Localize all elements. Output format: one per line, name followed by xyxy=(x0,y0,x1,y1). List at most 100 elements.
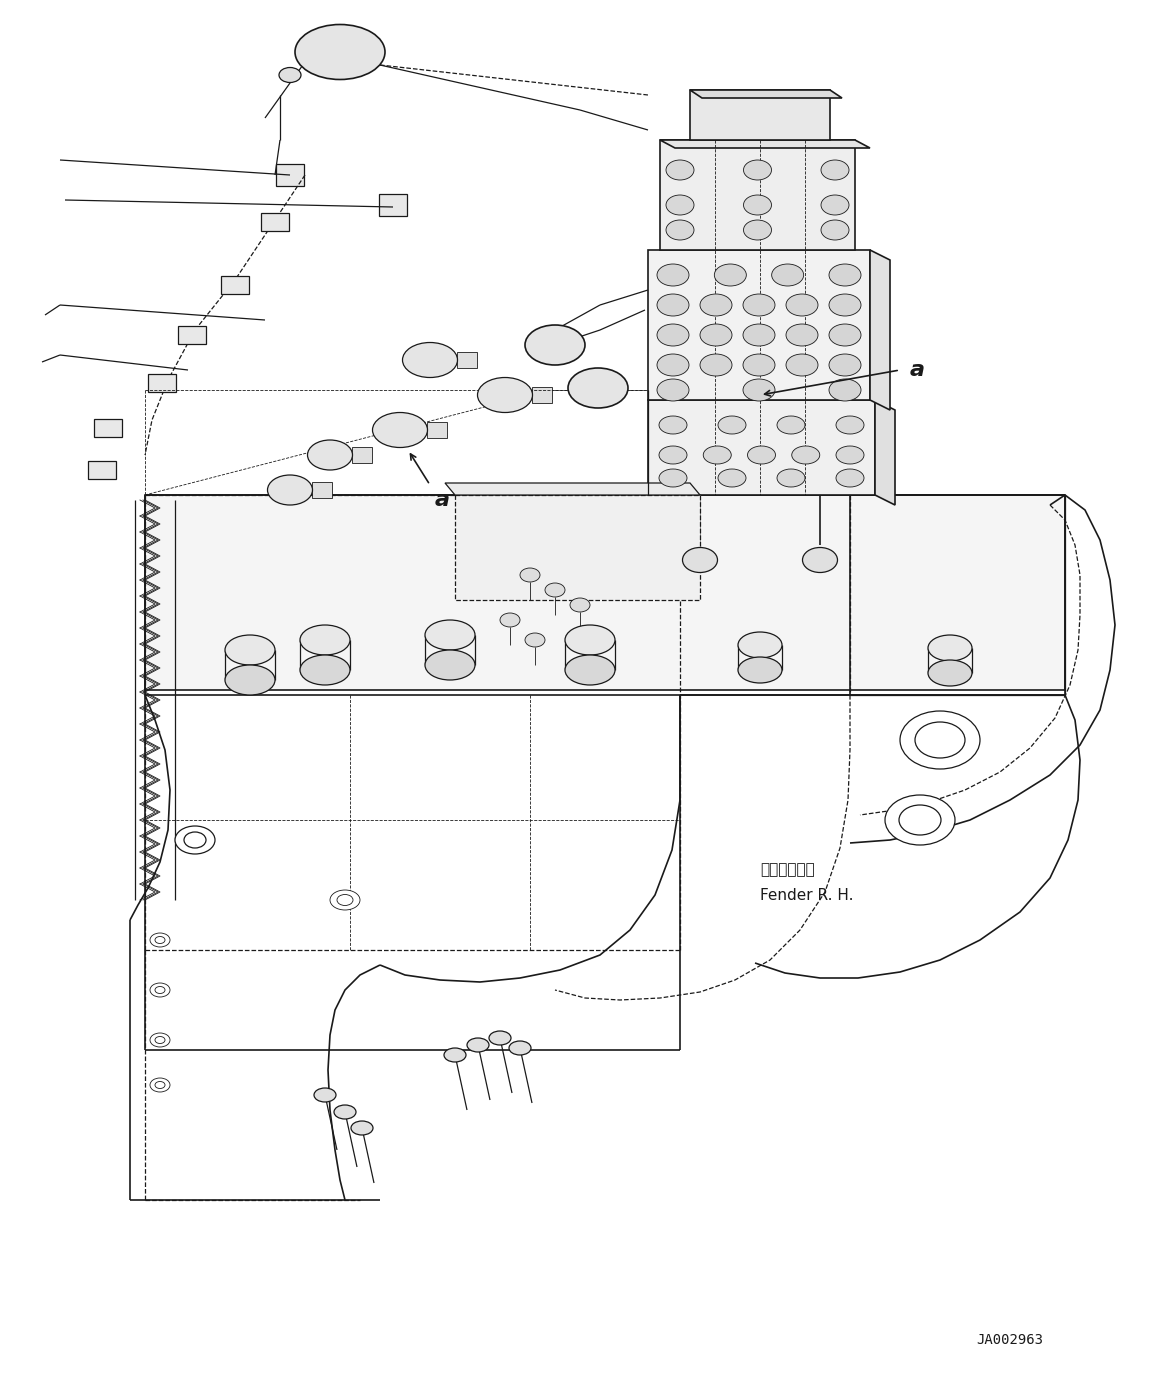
Ellipse shape xyxy=(155,1081,165,1088)
Bar xyxy=(457,353,477,368)
Ellipse shape xyxy=(666,196,694,215)
Ellipse shape xyxy=(279,67,301,83)
Polygon shape xyxy=(455,494,700,600)
Ellipse shape xyxy=(786,295,818,315)
Ellipse shape xyxy=(184,832,206,848)
Text: a: a xyxy=(909,359,925,380)
Text: a: a xyxy=(435,490,450,509)
Ellipse shape xyxy=(700,295,732,315)
Polygon shape xyxy=(870,251,890,410)
Ellipse shape xyxy=(821,220,849,240)
Text: Fender R. H.: Fender R. H. xyxy=(759,888,854,902)
Ellipse shape xyxy=(150,934,170,947)
Ellipse shape xyxy=(743,220,771,240)
Ellipse shape xyxy=(792,446,820,464)
Ellipse shape xyxy=(267,475,313,505)
Ellipse shape xyxy=(786,354,818,376)
Bar xyxy=(531,387,552,403)
Ellipse shape xyxy=(525,633,545,647)
Ellipse shape xyxy=(821,196,849,215)
Ellipse shape xyxy=(743,379,775,401)
Bar xyxy=(352,448,372,463)
Bar xyxy=(427,421,447,438)
Ellipse shape xyxy=(739,632,782,658)
Ellipse shape xyxy=(155,986,165,993)
Ellipse shape xyxy=(743,354,775,376)
Ellipse shape xyxy=(424,620,475,650)
Ellipse shape xyxy=(700,324,732,346)
Ellipse shape xyxy=(836,446,864,464)
Ellipse shape xyxy=(570,598,590,611)
Ellipse shape xyxy=(174,826,215,854)
Ellipse shape xyxy=(372,413,428,448)
Ellipse shape xyxy=(565,625,615,655)
Bar xyxy=(221,275,249,295)
Ellipse shape xyxy=(150,1033,170,1047)
Ellipse shape xyxy=(802,548,837,573)
Ellipse shape xyxy=(743,324,775,346)
Ellipse shape xyxy=(743,295,775,315)
Ellipse shape xyxy=(915,722,965,757)
Ellipse shape xyxy=(772,264,804,286)
Ellipse shape xyxy=(300,655,350,684)
Ellipse shape xyxy=(829,354,861,376)
Ellipse shape xyxy=(714,264,747,286)
Ellipse shape xyxy=(718,416,745,434)
Ellipse shape xyxy=(743,196,771,215)
Ellipse shape xyxy=(739,657,782,683)
Ellipse shape xyxy=(488,1031,511,1045)
Ellipse shape xyxy=(224,665,274,695)
Ellipse shape xyxy=(700,354,732,376)
Bar xyxy=(312,482,331,498)
Ellipse shape xyxy=(150,983,170,997)
Ellipse shape xyxy=(295,25,385,80)
Ellipse shape xyxy=(659,416,687,434)
Polygon shape xyxy=(690,90,842,98)
Ellipse shape xyxy=(659,446,687,464)
Bar xyxy=(261,213,288,231)
Ellipse shape xyxy=(928,660,972,686)
Polygon shape xyxy=(648,251,870,399)
Ellipse shape xyxy=(718,470,745,487)
Ellipse shape xyxy=(314,1088,336,1102)
Ellipse shape xyxy=(666,220,694,240)
Polygon shape xyxy=(690,90,830,140)
Ellipse shape xyxy=(666,160,694,180)
Ellipse shape xyxy=(568,368,628,408)
Polygon shape xyxy=(145,494,1065,690)
Ellipse shape xyxy=(899,806,941,834)
Ellipse shape xyxy=(520,567,540,582)
Ellipse shape xyxy=(748,446,776,464)
Ellipse shape xyxy=(545,582,565,598)
Ellipse shape xyxy=(683,548,718,573)
Ellipse shape xyxy=(743,160,771,180)
Ellipse shape xyxy=(155,936,165,943)
Ellipse shape xyxy=(657,324,688,346)
Text: フェンダ　右: フェンダ 右 xyxy=(759,862,815,877)
Ellipse shape xyxy=(565,655,615,684)
Polygon shape xyxy=(659,140,870,147)
Bar xyxy=(88,461,116,479)
Ellipse shape xyxy=(478,377,533,413)
Bar xyxy=(379,194,407,216)
Bar xyxy=(276,164,304,186)
Ellipse shape xyxy=(777,416,805,434)
Ellipse shape xyxy=(657,264,688,286)
Ellipse shape xyxy=(500,613,520,627)
Ellipse shape xyxy=(777,470,805,487)
Ellipse shape xyxy=(900,711,980,768)
Ellipse shape xyxy=(351,1121,373,1135)
Bar xyxy=(94,419,122,437)
Ellipse shape xyxy=(334,1104,356,1120)
Ellipse shape xyxy=(657,354,688,376)
Ellipse shape xyxy=(659,470,687,487)
Ellipse shape xyxy=(402,343,457,377)
Ellipse shape xyxy=(224,635,274,665)
Ellipse shape xyxy=(829,379,861,401)
Ellipse shape xyxy=(836,416,864,434)
Polygon shape xyxy=(445,483,700,494)
Ellipse shape xyxy=(444,1048,466,1062)
Bar xyxy=(178,326,206,344)
Ellipse shape xyxy=(829,264,861,286)
Ellipse shape xyxy=(424,650,475,680)
